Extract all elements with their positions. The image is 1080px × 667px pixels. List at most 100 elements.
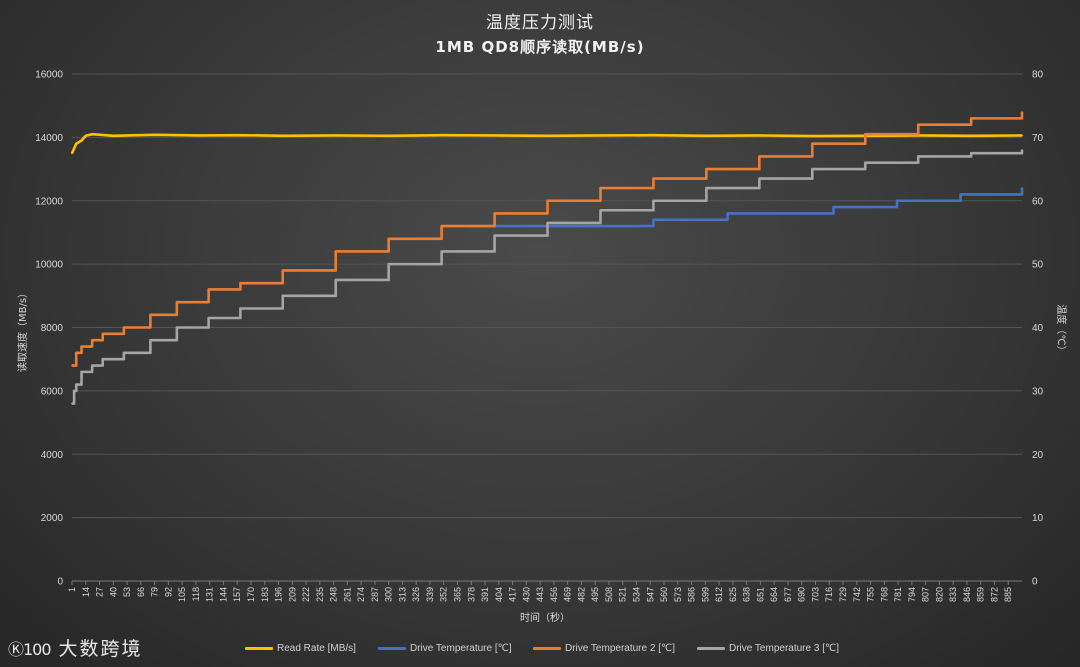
legend-label: Drive Temperature 3 [℃]	[729, 643, 839, 654]
data-point	[149, 313, 152, 316]
data-point	[440, 225, 443, 228]
x-tick-label: 27	[95, 587, 105, 597]
x-tick-label: 183	[260, 587, 270, 602]
x-tick-label: 573	[673, 587, 683, 602]
x-tick-label: 144	[218, 587, 228, 602]
data-point	[440, 250, 443, 253]
y-tick-left: 6000	[41, 386, 64, 397]
logo-text: 大数跨境	[58, 638, 143, 660]
x-tick-label: 404	[494, 587, 504, 602]
data-point	[1021, 134, 1023, 137]
y-tick-left: 12000	[35, 196, 63, 207]
data-point	[493, 234, 496, 237]
x-tick-label: 339	[425, 587, 435, 602]
x-tick-label: 625	[728, 587, 738, 602]
x-tick-label: 248	[329, 587, 339, 602]
data-point	[832, 206, 835, 208]
data-point	[705, 187, 708, 189]
y-tick-right: 30	[1032, 386, 1044, 397]
data-point	[726, 212, 729, 215]
x-tick-label: 482	[576, 587, 586, 602]
data-point	[112, 134, 115, 137]
x-tick-label: 495	[590, 587, 600, 602]
data-point	[493, 134, 496, 137]
x-tick-label: 599	[700, 587, 710, 602]
data-point	[970, 152, 973, 155]
y-tick-left: 14000	[35, 133, 63, 144]
data-point	[80, 370, 83, 373]
x-tick-label: 417	[508, 587, 518, 602]
y-tick-right: 40	[1032, 323, 1044, 334]
x-tick-label: 729	[838, 587, 848, 602]
data-point	[101, 358, 104, 361]
chart-subtitle: 1MB QD8顺序读取(MB/s)	[435, 38, 645, 56]
data-point	[84, 134, 87, 137]
x-axis-ticks: 1 14 27 40 53 66 79 92 105 118 131 144 157 170 183 196 2…	[67, 581, 1013, 602]
data-point	[334, 279, 337, 281]
x-tick-label: 456	[549, 587, 559, 602]
x-tick-label: 365	[453, 587, 463, 602]
chart-title: 温度压力测试	[486, 13, 594, 33]
x-tick-label: 807	[921, 587, 931, 602]
data-point	[80, 139, 83, 142]
y-tick-left: 0	[57, 577, 63, 588]
data-point	[281, 294, 284, 297]
data-point	[440, 134, 443, 137]
legend-swatch	[533, 647, 561, 650]
x-tick-label: 638	[742, 587, 752, 602]
x-tick-label: 326	[411, 587, 421, 602]
data-point	[75, 383, 78, 386]
data-point	[959, 193, 962, 196]
data-point	[207, 288, 210, 291]
legend-swatch	[697, 647, 725, 650]
x-tick-label: 300	[384, 587, 394, 602]
data-point	[493, 212, 496, 215]
x-tick-label: 690	[797, 587, 807, 602]
data-point	[197, 134, 199, 137]
data-point	[71, 402, 73, 405]
y-tick-right: 60	[1032, 196, 1044, 207]
right-axis-ticks: 0 10 20 30 40 50 60 70 80	[1032, 70, 1044, 588]
data-point	[546, 199, 549, 202]
data-point	[154, 133, 157, 136]
x-tick-label: 872	[989, 587, 999, 602]
x-tick-label: 261	[342, 587, 352, 602]
legend-item-drive-temp: Drive Temperature [℃]	[378, 643, 512, 654]
x-tick-label: 274	[356, 587, 366, 602]
data-point	[917, 155, 920, 158]
data-point	[91, 364, 94, 367]
x-tick-label: 235	[315, 587, 325, 602]
data-point	[71, 364, 73, 367]
x-tick-label: 508	[604, 587, 614, 602]
data-point	[546, 222, 549, 224]
data-point	[599, 209, 602, 212]
x-tick-label: 651	[755, 587, 765, 602]
data-point	[239, 134, 242, 137]
data-point	[917, 123, 920, 126]
data-point	[334, 250, 337, 253]
x-axis-label: 时间（秒）	[520, 611, 570, 624]
data-point	[896, 199, 898, 202]
data-point	[75, 142, 78, 145]
legend-swatch	[378, 647, 406, 650]
legend-label: Drive Temperature [℃]	[410, 643, 512, 654]
legend-item-drive-temp-3: Drive Temperature 3 [℃]	[697, 643, 839, 654]
data-point	[387, 263, 390, 266]
data-point	[207, 317, 210, 319]
x-tick-label: 586	[687, 587, 697, 602]
x-tick-label: 170	[246, 587, 256, 602]
legend-item-read-rate: Read Rate [MB/s]	[245, 643, 356, 654]
data-point	[811, 135, 814, 138]
x-tick-label: 222	[301, 587, 311, 602]
legend-label: Drive Temperature 2 [℃]	[565, 643, 675, 654]
data-point	[758, 155, 761, 158]
data-point	[101, 332, 104, 335]
x-tick-label: 40	[108, 587, 118, 597]
x-tick-label: 287	[370, 587, 380, 602]
x-tick-label: 534	[631, 587, 641, 602]
data-point	[705, 134, 708, 137]
legend-label: Read Rate [MB/s]	[277, 643, 356, 654]
x-tick-label: 820	[934, 587, 944, 602]
data-point	[652, 177, 655, 180]
